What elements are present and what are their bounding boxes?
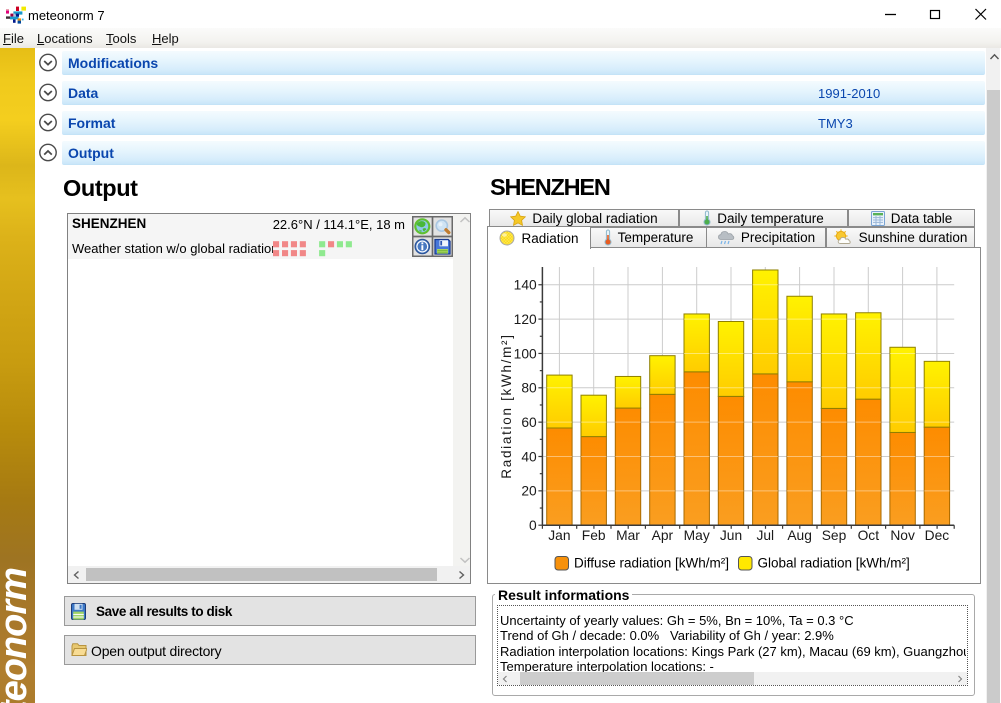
svg-text:Jan: Jan <box>548 528 570 543</box>
svg-text:Diffuse radiation [kWh/m²]: Diffuse radiation [kWh/m²] <box>574 556 729 571</box>
svg-text:Sep: Sep <box>822 528 847 543</box>
svg-text:0: 0 <box>529 518 537 533</box>
svg-text:May: May <box>684 528 710 543</box>
svg-text:Apr: Apr <box>652 528 674 543</box>
svg-text:Feb: Feb <box>582 528 606 543</box>
svg-text:Oct: Oct <box>858 528 880 543</box>
svg-text:20: 20 <box>521 484 537 499</box>
svg-text:60: 60 <box>521 415 537 430</box>
svg-text:Mar: Mar <box>616 528 640 543</box>
svg-text:Radiation [kWh/m²]: Radiation [kWh/m²] <box>499 333 514 478</box>
svg-text:100: 100 <box>514 346 537 361</box>
svg-text:Jun: Jun <box>720 528 742 543</box>
svg-text:Dec: Dec <box>925 528 950 543</box>
svg-text:140: 140 <box>514 278 537 293</box>
svg-text:Global radiation [kWh/m²]: Global radiation [kWh/m²] <box>758 556 910 571</box>
svg-text:40: 40 <box>521 449 537 464</box>
svg-text:Nov: Nov <box>890 528 915 543</box>
svg-text:Jul: Jul <box>756 528 774 543</box>
svg-text:80: 80 <box>521 381 537 396</box>
svg-text:Aug: Aug <box>787 528 812 543</box>
svg-text:120: 120 <box>514 312 537 327</box>
